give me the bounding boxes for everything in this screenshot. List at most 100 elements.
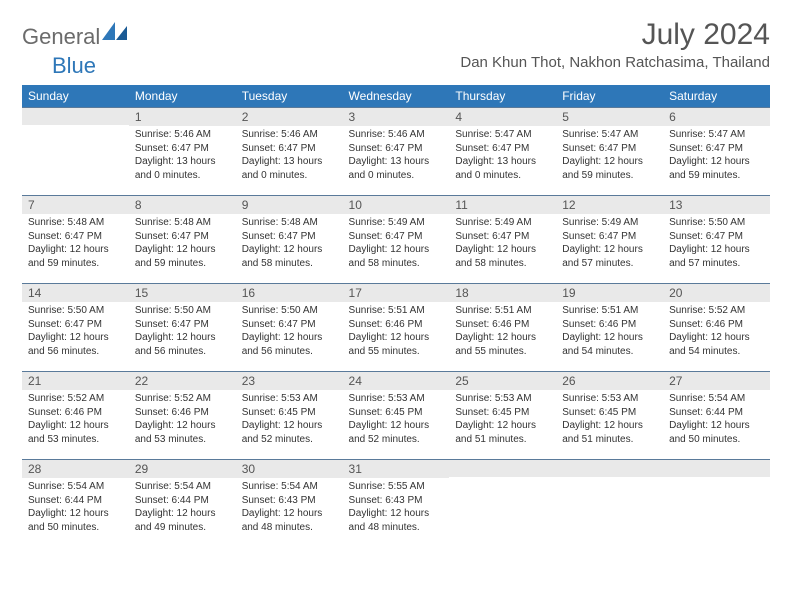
calendar-day-cell: 30Sunrise: 5:54 AMSunset: 6:43 PMDayligh… <box>236 459 343 547</box>
day-details: Sunrise: 5:46 AMSunset: 6:47 PMDaylight:… <box>129 126 236 186</box>
day-number: 22 <box>129 371 236 390</box>
daylight-line: Daylight: 13 hours and 0 minutes. <box>455 155 550 182</box>
calendar-day-cell: 12Sunrise: 5:49 AMSunset: 6:47 PMDayligh… <box>556 195 663 283</box>
daylight-line: Daylight: 12 hours and 59 minutes. <box>135 243 230 270</box>
daylight-line: Daylight: 12 hours and 57 minutes. <box>669 243 764 270</box>
sunrise-line: Sunrise: 5:53 AM <box>242 392 337 406</box>
day-details: Sunrise: 5:54 AMSunset: 6:44 PMDaylight:… <box>129 478 236 538</box>
calendar-day-cell: 2Sunrise: 5:46 AMSunset: 6:47 PMDaylight… <box>236 107 343 195</box>
sunrise-line: Sunrise: 5:52 AM <box>28 392 123 406</box>
daylight-line: Daylight: 12 hours and 50 minutes. <box>669 419 764 446</box>
day-details: Sunrise: 5:50 AMSunset: 6:47 PMDaylight:… <box>663 214 770 274</box>
day-details: Sunrise: 5:54 AMSunset: 6:44 PMDaylight:… <box>663 390 770 450</box>
weekday-header: Wednesday <box>343 85 450 107</box>
sunset-line: Sunset: 6:47 PM <box>28 318 123 332</box>
calendar-day-cell: 21Sunrise: 5:52 AMSunset: 6:46 PMDayligh… <box>22 371 129 459</box>
calendar-table: SundayMondayTuesdayWednesdayThursdayFrid… <box>22 85 770 547</box>
day-details: Sunrise: 5:48 AMSunset: 6:47 PMDaylight:… <box>236 214 343 274</box>
day-number: 31 <box>343 459 450 478</box>
calendar-day-cell: 15Sunrise: 5:50 AMSunset: 6:47 PMDayligh… <box>129 283 236 371</box>
sunset-line: Sunset: 6:47 PM <box>669 142 764 156</box>
sunrise-line: Sunrise: 5:53 AM <box>562 392 657 406</box>
sunrise-line: Sunrise: 5:50 AM <box>28 304 123 318</box>
day-details: Sunrise: 5:54 AMSunset: 6:43 PMDaylight:… <box>236 478 343 538</box>
day-number-empty <box>663 459 770 477</box>
sunrise-line: Sunrise: 5:51 AM <box>455 304 550 318</box>
sunset-line: Sunset: 6:46 PM <box>28 406 123 420</box>
day-details: Sunrise: 5:47 AMSunset: 6:47 PMDaylight:… <box>663 126 770 186</box>
daylight-line: Daylight: 12 hours and 56 minutes. <box>242 331 337 358</box>
day-number: 8 <box>129 195 236 214</box>
sunrise-line: Sunrise: 5:46 AM <box>242 128 337 142</box>
calendar-day-cell: 7Sunrise: 5:48 AMSunset: 6:47 PMDaylight… <box>22 195 129 283</box>
day-number: 17 <box>343 283 450 302</box>
sunset-line: Sunset: 6:45 PM <box>455 406 550 420</box>
calendar-day-cell: 20Sunrise: 5:52 AMSunset: 6:46 PMDayligh… <box>663 283 770 371</box>
calendar-day-cell: 6Sunrise: 5:47 AMSunset: 6:47 PMDaylight… <box>663 107 770 195</box>
calendar-day-cell: 8Sunrise: 5:48 AMSunset: 6:47 PMDaylight… <box>129 195 236 283</box>
sunset-line: Sunset: 6:47 PM <box>135 230 230 244</box>
daylight-line: Daylight: 12 hours and 48 minutes. <box>349 507 444 534</box>
sunrise-line: Sunrise: 5:53 AM <box>455 392 550 406</box>
day-details: Sunrise: 5:46 AMSunset: 6:47 PMDaylight:… <box>236 126 343 186</box>
calendar-day-cell: 29Sunrise: 5:54 AMSunset: 6:44 PMDayligh… <box>129 459 236 547</box>
calendar-day-cell: 10Sunrise: 5:49 AMSunset: 6:47 PMDayligh… <box>343 195 450 283</box>
daylight-line: Daylight: 12 hours and 53 minutes. <box>28 419 123 446</box>
daylight-line: Daylight: 12 hours and 59 minutes. <box>669 155 764 182</box>
day-number: 12 <box>556 195 663 214</box>
day-details: Sunrise: 5:54 AMSunset: 6:44 PMDaylight:… <box>22 478 129 538</box>
sunrise-line: Sunrise: 5:50 AM <box>135 304 230 318</box>
day-details: Sunrise: 5:50 AMSunset: 6:47 PMDaylight:… <box>22 302 129 362</box>
day-number-empty <box>556 459 663 477</box>
day-number: 27 <box>663 371 770 390</box>
calendar-day-cell: 28Sunrise: 5:54 AMSunset: 6:44 PMDayligh… <box>22 459 129 547</box>
day-details: Sunrise: 5:51 AMSunset: 6:46 PMDaylight:… <box>343 302 450 362</box>
sunrise-line: Sunrise: 5:54 AM <box>28 480 123 494</box>
daylight-line: Daylight: 12 hours and 56 minutes. <box>135 331 230 358</box>
day-number: 13 <box>663 195 770 214</box>
day-number: 5 <box>556 107 663 126</box>
daylight-line: Daylight: 12 hours and 49 minutes. <box>135 507 230 534</box>
sunset-line: Sunset: 6:44 PM <box>135 494 230 508</box>
day-details: Sunrise: 5:48 AMSunset: 6:47 PMDaylight:… <box>129 214 236 274</box>
sunrise-line: Sunrise: 5:54 AM <box>242 480 337 494</box>
day-details: Sunrise: 5:48 AMSunset: 6:47 PMDaylight:… <box>22 214 129 274</box>
sunrise-line: Sunrise: 5:47 AM <box>562 128 657 142</box>
sunset-line: Sunset: 6:45 PM <box>562 406 657 420</box>
sunset-line: Sunset: 6:46 PM <box>669 318 764 332</box>
daylight-line: Daylight: 12 hours and 50 minutes. <box>28 507 123 534</box>
calendar-page: General July 2024 Dan Khun Thot, Nakhon … <box>0 0 792 547</box>
calendar-day-cell: 17Sunrise: 5:51 AMSunset: 6:46 PMDayligh… <box>343 283 450 371</box>
day-number: 1 <box>129 107 236 126</box>
day-number: 26 <box>556 371 663 390</box>
daylight-line: Daylight: 12 hours and 52 minutes. <box>242 419 337 446</box>
day-number: 25 <box>449 371 556 390</box>
day-number-empty <box>22 107 129 125</box>
day-number: 7 <box>22 195 129 214</box>
sunrise-line: Sunrise: 5:52 AM <box>669 304 764 318</box>
sunrise-line: Sunrise: 5:47 AM <box>669 128 764 142</box>
daylight-line: Daylight: 12 hours and 55 minutes. <box>455 331 550 358</box>
day-details: Sunrise: 5:53 AMSunset: 6:45 PMDaylight:… <box>343 390 450 450</box>
day-details: Sunrise: 5:46 AMSunset: 6:47 PMDaylight:… <box>343 126 450 186</box>
calendar-week-row: 28Sunrise: 5:54 AMSunset: 6:44 PMDayligh… <box>22 459 770 547</box>
sunset-line: Sunset: 6:47 PM <box>669 230 764 244</box>
day-number-empty <box>449 459 556 477</box>
day-number: 10 <box>343 195 450 214</box>
sunrise-line: Sunrise: 5:52 AM <box>135 392 230 406</box>
sunrise-line: Sunrise: 5:46 AM <box>349 128 444 142</box>
day-number: 23 <box>236 371 343 390</box>
calendar-day-cell: 31Sunrise: 5:55 AMSunset: 6:43 PMDayligh… <box>343 459 450 547</box>
logo-text-blue: Blue <box>52 53 96 78</box>
day-details: Sunrise: 5:49 AMSunset: 6:47 PMDaylight:… <box>556 214 663 274</box>
calendar-day-cell: 11Sunrise: 5:49 AMSunset: 6:47 PMDayligh… <box>449 195 556 283</box>
sunset-line: Sunset: 6:47 PM <box>242 230 337 244</box>
daylight-line: Daylight: 12 hours and 59 minutes. <box>562 155 657 182</box>
calendar-header-row: SundayMondayTuesdayWednesdayThursdayFrid… <box>22 85 770 107</box>
day-number: 15 <box>129 283 236 302</box>
calendar-day-cell <box>449 459 556 547</box>
weekday-header: Thursday <box>449 85 556 107</box>
calendar-day-cell: 25Sunrise: 5:53 AMSunset: 6:45 PMDayligh… <box>449 371 556 459</box>
sunset-line: Sunset: 6:47 PM <box>242 318 337 332</box>
day-number: 19 <box>556 283 663 302</box>
